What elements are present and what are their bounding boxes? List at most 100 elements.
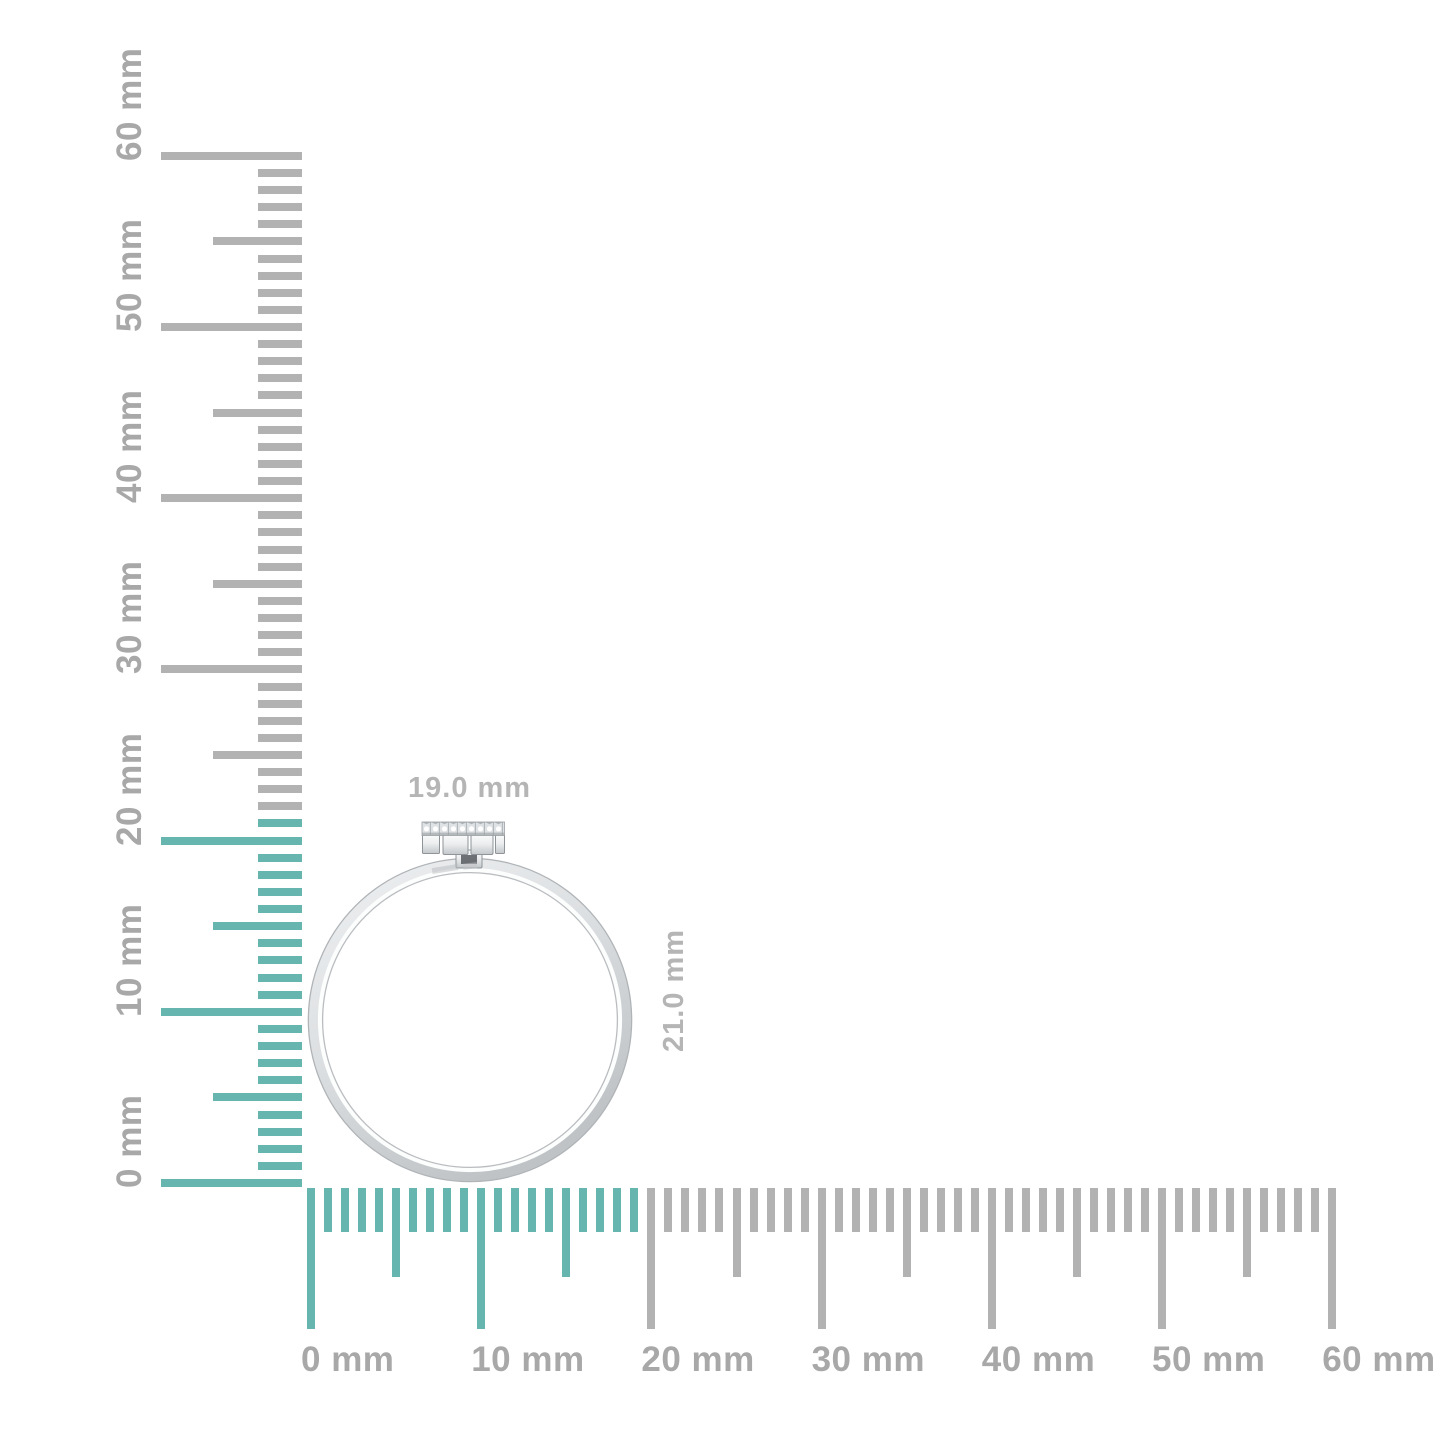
v-tick-55mm	[213, 237, 302, 246]
h-tick-59mm	[1311, 1188, 1320, 1232]
v-tick-8mm	[258, 1042, 302, 1051]
h-ruler-label-20mm: 20 mm	[641, 1340, 755, 1379]
h-tick-1mm	[324, 1188, 333, 1232]
h-tick-23mm	[698, 1188, 707, 1232]
v-tick-52mm	[258, 288, 302, 297]
h-tick-0mm	[307, 1188, 315, 1329]
h-tick-25mm	[732, 1188, 741, 1277]
v-tick-58mm	[258, 186, 302, 195]
h-tick-41mm	[1004, 1188, 1013, 1232]
h-tick-27mm	[766, 1188, 775, 1232]
h-tick-54mm	[1226, 1188, 1235, 1232]
h-tick-12mm	[511, 1188, 520, 1232]
h-tick-33mm	[868, 1188, 877, 1232]
v-tick-11mm	[258, 990, 302, 999]
v-tick-3mm	[258, 1127, 302, 1136]
h-tick-50mm	[1158, 1188, 1166, 1329]
h-tick-32mm	[851, 1188, 860, 1232]
v-tick-16mm	[258, 905, 302, 914]
v-tick-24mm	[258, 768, 302, 777]
h-tick-30mm	[817, 1188, 826, 1329]
h-tick-7mm	[426, 1188, 435, 1232]
v-tick-38mm	[258, 528, 302, 537]
h-tick-31mm	[834, 1188, 843, 1232]
v-tick-36mm	[258, 562, 302, 571]
v-tick-28mm	[258, 699, 302, 708]
v-tick-34mm	[258, 596, 302, 605]
h-tick-46mm	[1089, 1188, 1098, 1232]
ring-setting	[421, 821, 505, 869]
h-ruler-label-30mm: 30 mm	[811, 1340, 925, 1379]
h-tick-56mm	[1260, 1188, 1269, 1232]
h-tick-42mm	[1021, 1188, 1030, 1232]
v-tick-9mm	[258, 1024, 302, 1033]
v-tick-2mm	[258, 1144, 302, 1153]
v-tick-48mm	[258, 357, 302, 366]
v-tick-27mm	[258, 716, 302, 725]
v-tick-43mm	[258, 442, 302, 451]
v-tick-20mm	[161, 836, 302, 845]
v-tick-49mm	[258, 340, 302, 349]
v-tick-30mm	[161, 665, 302, 674]
v-tick-41mm	[258, 477, 302, 486]
v-tick-14mm	[258, 939, 302, 948]
v-tick-35mm	[213, 579, 302, 588]
v-tick-50mm	[161, 323, 302, 331]
h-tick-39mm	[970, 1188, 979, 1232]
h-tick-17mm	[596, 1188, 605, 1232]
h-tick-55mm	[1243, 1188, 1252, 1277]
v-tick-15mm	[213, 922, 302, 931]
h-tick-21mm	[664, 1188, 673, 1232]
h-tick-34mm	[885, 1188, 894, 1232]
v-tick-56mm	[258, 220, 302, 229]
h-tick-53mm	[1209, 1188, 1218, 1232]
h-tick-14mm	[545, 1188, 554, 1232]
v-tick-57mm	[258, 203, 302, 212]
h-tick-8mm	[443, 1188, 452, 1232]
v-tick-23mm	[258, 785, 302, 794]
h-tick-57mm	[1277, 1188, 1286, 1232]
ring-band	[307, 857, 633, 1183]
h-tick-47mm	[1106, 1188, 1115, 1232]
h-tick-35mm	[902, 1188, 911, 1277]
h-ruler-label-40mm: 40 mm	[981, 1340, 1096, 1379]
h-tick-13mm	[528, 1188, 537, 1232]
v-tick-29mm	[258, 682, 302, 691]
h-tick-10mm	[477, 1188, 486, 1329]
v-tick-33mm	[258, 614, 302, 623]
h-tick-36mm	[919, 1188, 928, 1232]
h-tick-15mm	[562, 1188, 571, 1277]
v-tick-6mm	[258, 1076, 302, 1085]
v-tick-42mm	[258, 459, 302, 468]
v-tick-1mm	[258, 1161, 302, 1170]
h-tick-22mm	[681, 1188, 690, 1232]
h-tick-6mm	[409, 1188, 418, 1232]
v-tick-51mm	[258, 305, 302, 314]
v-tick-10mm	[161, 1007, 302, 1016]
h-tick-11mm	[494, 1188, 503, 1232]
v-tick-22mm	[258, 802, 302, 811]
v-tick-53mm	[258, 271, 302, 280]
v-tick-21mm	[258, 819, 302, 828]
h-tick-5mm	[392, 1188, 401, 1277]
h-ruler-label-0mm: 0 mm	[301, 1340, 395, 1379]
v-tick-12mm	[258, 973, 302, 982]
h-tick-18mm	[613, 1188, 622, 1232]
h-tick-49mm	[1140, 1188, 1149, 1232]
h-ruler-label-50mm: 50 mm	[1152, 1340, 1266, 1379]
h-tick-48mm	[1123, 1188, 1132, 1232]
v-tick-54mm	[258, 254, 302, 263]
v-tick-60mm	[161, 151, 302, 160]
v-tick-37mm	[258, 545, 302, 554]
v-tick-17mm	[258, 887, 302, 896]
v-tick-26mm	[258, 733, 302, 742]
v-tick-7mm	[258, 1059, 302, 1068]
v-tick-25mm	[213, 751, 302, 759]
width-dimension-label: 19.0 mm	[408, 772, 532, 804]
v-tick-5mm	[213, 1093, 302, 1102]
v-tick-32mm	[258, 631, 302, 640]
h-tick-52mm	[1192, 1188, 1201, 1232]
h-tick-2mm	[341, 1188, 350, 1232]
v-tick-18mm	[258, 870, 302, 879]
h-tick-3mm	[358, 1188, 367, 1232]
